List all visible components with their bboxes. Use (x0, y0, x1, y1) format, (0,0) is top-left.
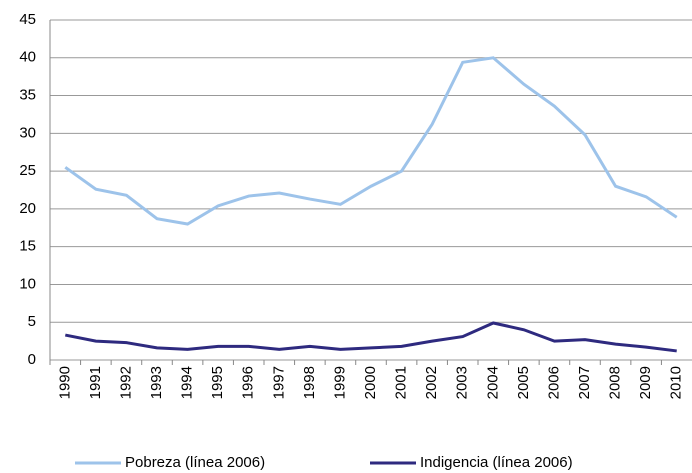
x-tick-label: 1997 (270, 366, 287, 399)
y-tick-label: 20 (19, 200, 36, 217)
x-tick-label: 2005 (515, 366, 532, 399)
y-tick-label: 30 (19, 124, 36, 141)
y-tick-label: 15 (19, 238, 36, 255)
x-tick-label: 2001 (393, 366, 410, 399)
x-tick-label: 1999 (331, 366, 348, 399)
series-line (64, 321, 677, 353)
x-tick-label: 2002 (423, 366, 440, 399)
x-tick-label: 2009 (637, 366, 654, 399)
x-tick-label: 1996 (240, 366, 257, 399)
y-tick-label: 0 (28, 351, 36, 368)
y-tick-label: 5 (28, 313, 36, 330)
y-tick-label: 25 (19, 162, 36, 179)
x-tick-label: 1993 (148, 366, 165, 399)
y-tick-label: 45 (19, 11, 36, 28)
y-tick-label: 35 (19, 87, 36, 104)
x-tick-label: 1990 (56, 366, 73, 399)
x-tick-label: 1991 (87, 366, 104, 399)
x-tick-label: 2006 (545, 366, 562, 399)
x-tick-label: 1992 (117, 366, 134, 399)
x-tick-label: 2003 (454, 366, 471, 399)
y-tick-label: 40 (19, 49, 36, 66)
x-tick-label: 1998 (301, 366, 318, 399)
y-tick-label: 10 (19, 275, 36, 292)
legend-label: Pobreza (línea 2006) (125, 454, 265, 471)
series-line (64, 56, 678, 226)
x-tick-label: 2007 (576, 366, 593, 399)
legend-label: Indigencia (línea 2006) (420, 454, 573, 471)
x-tick-label: 1995 (209, 366, 226, 399)
x-tick-label: 2000 (362, 366, 379, 399)
x-tick-label: 2010 (668, 366, 685, 399)
x-tick-label: 2008 (607, 366, 624, 399)
x-tick-label: 2004 (484, 366, 501, 399)
x-tick-label: 1994 (179, 366, 196, 399)
